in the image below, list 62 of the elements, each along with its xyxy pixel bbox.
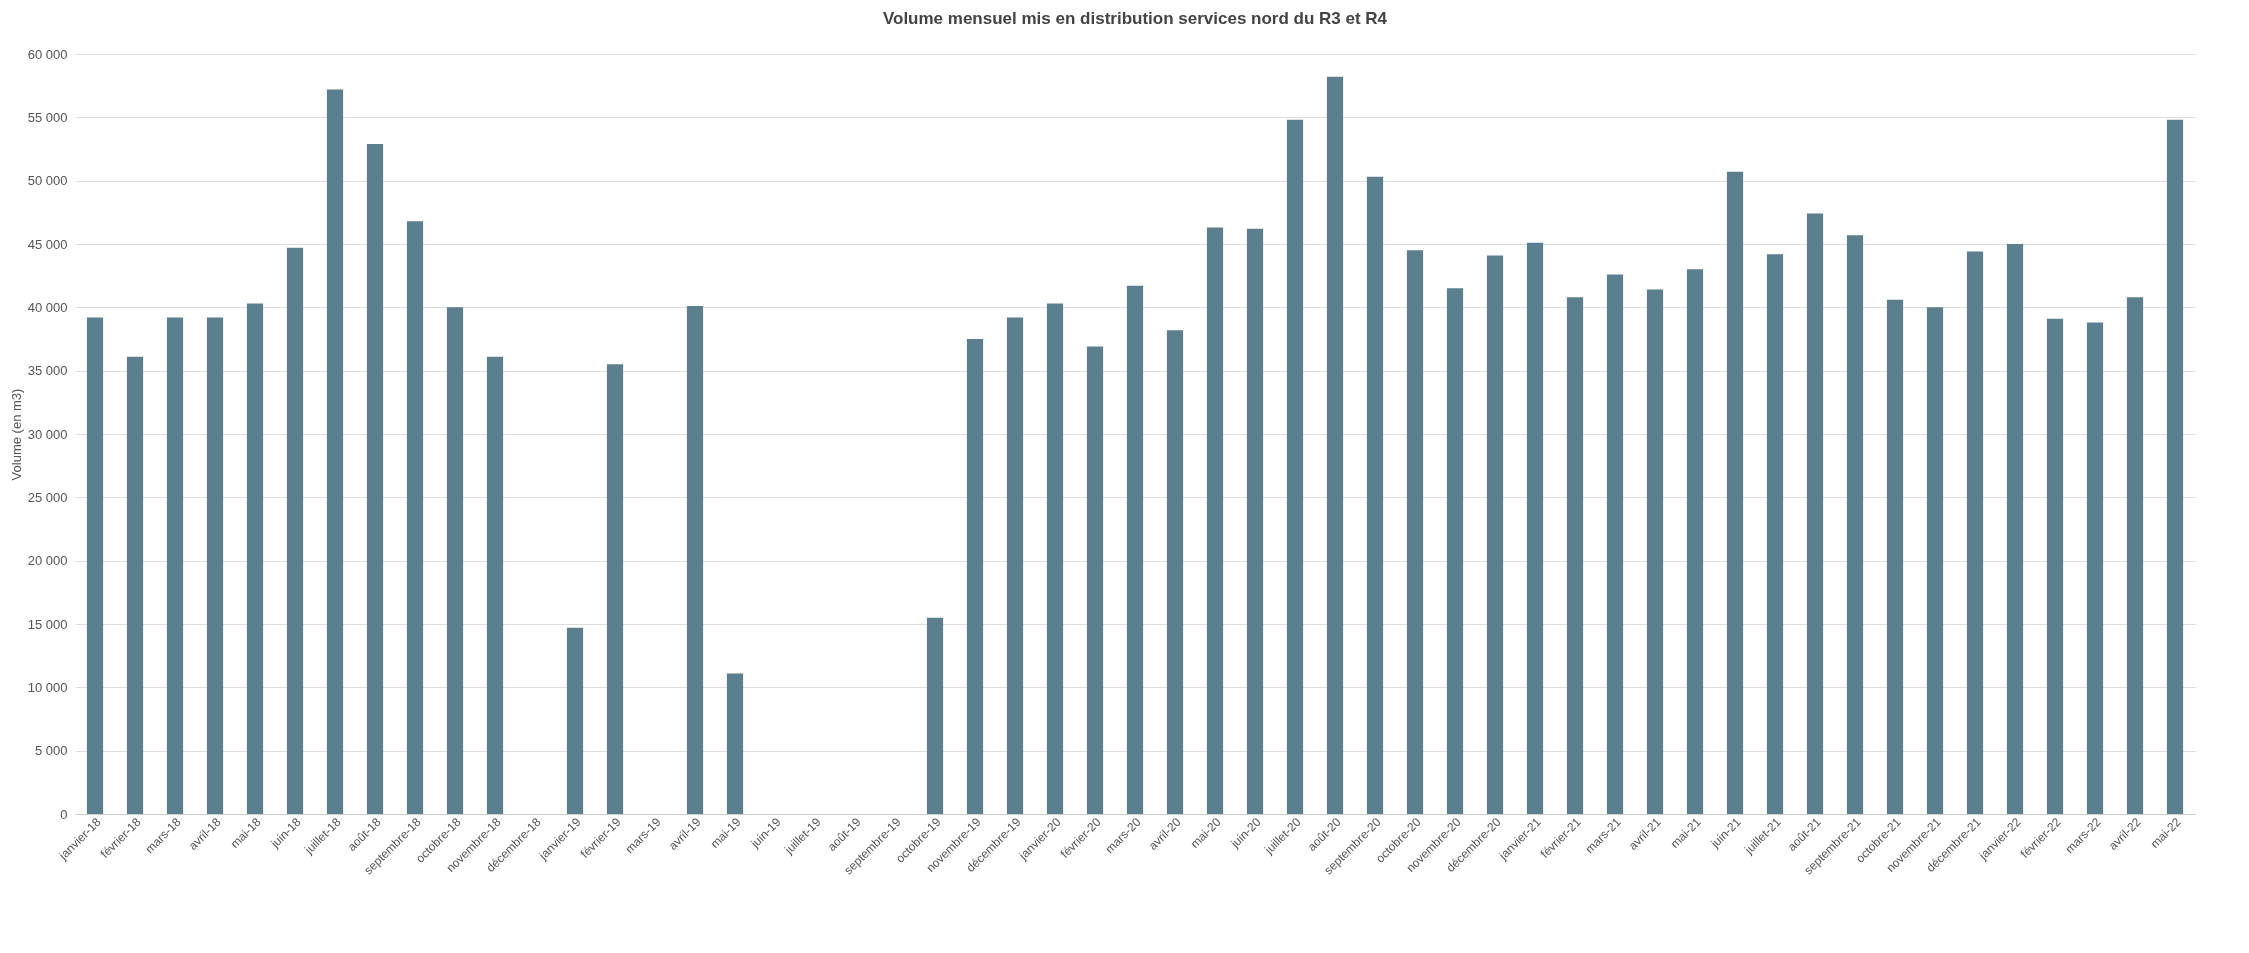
bar <box>486 356 504 814</box>
bar <box>726 673 744 814</box>
y-tick-label: 25 000 <box>27 489 68 505</box>
y-tick-label: 10 000 <box>27 679 68 695</box>
bar <box>286 247 304 814</box>
y-tick-label: 35 000 <box>27 363 68 379</box>
y-tick-label: 30 000 <box>27 426 68 442</box>
bar <box>606 364 624 814</box>
bar <box>1526 242 1544 814</box>
y-tick-label: 15 000 <box>27 616 68 632</box>
bar <box>206 317 224 814</box>
y-tick-label: 55 000 <box>27 109 68 125</box>
bar <box>1246 228 1264 814</box>
bar <box>1406 250 1424 814</box>
bar <box>446 307 464 814</box>
bar <box>326 89 344 814</box>
bar <box>2166 119 2184 814</box>
y-axis-title: Volume (en m3) <box>8 388 24 481</box>
y-tick-label: 45 000 <box>27 236 68 252</box>
bar <box>1766 254 1784 814</box>
bar <box>1126 285 1144 814</box>
bar <box>2126 297 2144 814</box>
bar <box>1086 346 1104 814</box>
bar <box>406 221 424 814</box>
y-tick-label: 20 000 <box>27 553 68 569</box>
y-tick-label: 5 000 <box>34 743 68 759</box>
bar <box>166 317 184 814</box>
bar <box>1966 251 1984 814</box>
bar <box>1566 297 1584 814</box>
bar <box>2006 244 2024 814</box>
bar <box>1206 227 1224 814</box>
bar <box>126 356 144 814</box>
bar <box>1726 171 1744 814</box>
bar <box>686 306 704 814</box>
bar <box>1166 330 1184 814</box>
y-tick-label: 0 <box>60 806 68 822</box>
bar <box>1606 274 1624 814</box>
bar <box>86 317 104 814</box>
bar <box>2086 322 2104 814</box>
y-tick-label: 60 000 <box>27 46 68 62</box>
bar <box>1446 288 1464 814</box>
bar <box>1686 269 1704 814</box>
chart-title: Volume mensuel mis en distribution services nord du R3 et R4 <box>882 9 1388 28</box>
bar <box>2046 318 2064 814</box>
bar <box>1806 213 1824 814</box>
bar <box>366 143 384 814</box>
bar <box>1886 299 1904 814</box>
bar <box>1046 303 1064 814</box>
y-tick-label: 40 000 <box>27 299 68 315</box>
bar <box>1326 76 1344 814</box>
bar <box>1926 307 1944 814</box>
bar <box>1366 176 1384 814</box>
bar <box>926 617 944 814</box>
bar <box>966 339 984 814</box>
bar <box>246 303 264 814</box>
y-tick-label: 50 000 <box>27 173 68 189</box>
bar <box>1646 289 1664 814</box>
bar <box>1286 119 1304 814</box>
bar <box>1486 255 1504 814</box>
bar <box>566 627 584 814</box>
bar <box>1846 235 1864 814</box>
bar <box>1006 317 1024 814</box>
